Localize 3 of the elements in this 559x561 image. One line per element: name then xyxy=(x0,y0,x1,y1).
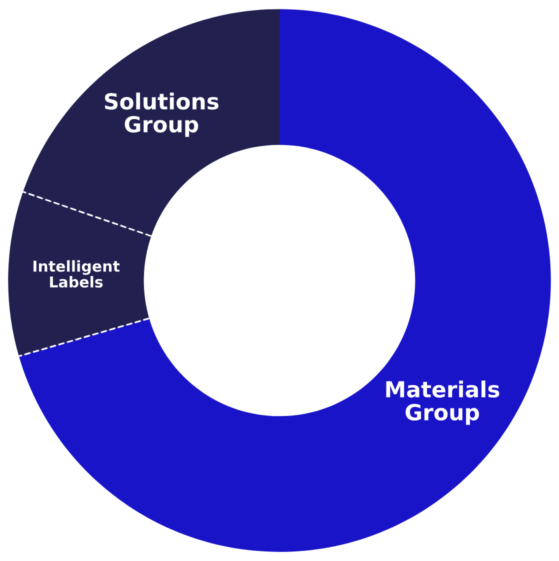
slice-label: Materials Group xyxy=(386,380,500,425)
slice-label: Solutions Group xyxy=(104,92,218,137)
slice-label: Intelligent Labels xyxy=(34,260,120,288)
